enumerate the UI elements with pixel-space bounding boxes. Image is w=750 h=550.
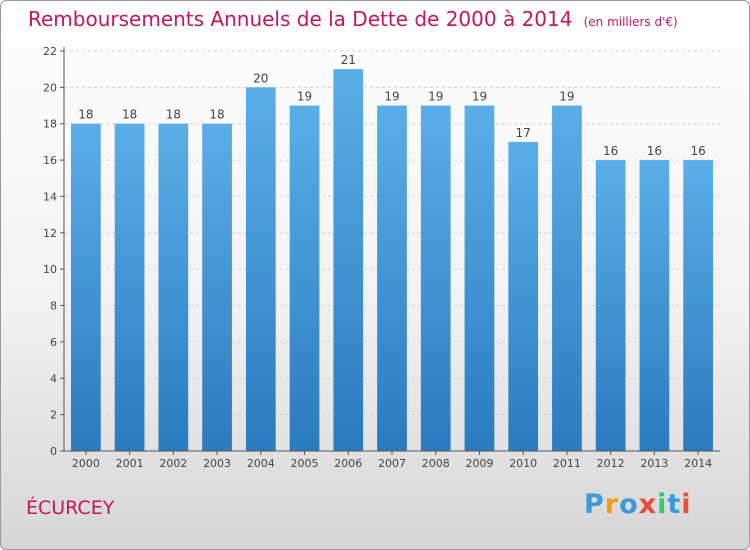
x-tick-label-2007: 2007 <box>378 457 406 470</box>
x-tick-label-2002: 2002 <box>159 457 187 470</box>
bar-2002 <box>158 123 189 452</box>
x-tick-label-2004: 2004 <box>247 457 275 470</box>
y-tick-label: 2 <box>50 409 57 422</box>
x-tick-label-2001: 2001 <box>116 457 144 470</box>
y-tick-label: 16 <box>43 154 57 167</box>
bar-2009 <box>464 105 495 451</box>
bar-2005 <box>289 105 320 451</box>
bar-2003 <box>202 123 232 452</box>
bar-2012 <box>595 160 626 451</box>
data-labels: 18 18 18 18 20 19 21 19 19 19 17 19 16 16 16 <box>78 53 706 158</box>
logo-letter: o <box>619 489 639 520</box>
data-label-2002: 18 <box>166 108 181 122</box>
x-tick-label-2000: 2000 <box>72 457 100 470</box>
bar-2001 <box>114 123 145 452</box>
y-tick-label: 0 <box>50 445 57 458</box>
bar-2007 <box>377 105 407 451</box>
y-tick-label: 18 <box>43 118 57 131</box>
x-tick-label-2012: 2012 <box>597 457 625 470</box>
data-label-2000: 18 <box>78 108 93 122</box>
x-tick-label-2006: 2006 <box>334 457 362 470</box>
logo-letter: P <box>584 489 605 520</box>
data-label-2010: 17 <box>516 126 531 140</box>
chart-unit-label: (en milliers d'€) <box>583 15 678 29</box>
data-label-2008: 19 <box>428 90 443 104</box>
data-label-2009: 19 <box>472 90 487 104</box>
data-label-2011: 19 <box>559 90 574 104</box>
y-tick-label: 12 <box>43 227 57 240</box>
data-label-2014: 16 <box>690 144 705 158</box>
data-label-2004: 20 <box>253 71 268 85</box>
y-tick-label: 10 <box>43 263 57 276</box>
data-label-2001: 18 <box>122 108 137 122</box>
y-tick-label: 20 <box>43 81 57 94</box>
proxiti-logo: Proxiti <box>584 489 692 520</box>
x-tick-label-2008: 2008 <box>422 457 450 470</box>
data-label-2013: 16 <box>647 144 662 158</box>
data-label-2012: 16 <box>603 144 618 158</box>
y-tick-label: 6 <box>50 336 57 349</box>
logo-letter: x <box>638 489 658 520</box>
x-tick-label-2005: 2005 <box>291 457 319 470</box>
x-tick-label-2014: 2014 <box>684 457 712 470</box>
data-label-2005: 19 <box>297 90 312 104</box>
bars <box>70 69 714 452</box>
logo-letter: i <box>681 489 692 520</box>
commune-name: ÉCURCEY <box>26 497 115 519</box>
x-tick-label-2013: 2013 <box>640 457 668 470</box>
bar-2011 <box>552 105 582 451</box>
bar-2010 <box>508 141 539 451</box>
data-label-2006: 21 <box>341 53 356 67</box>
y-tick-label: 14 <box>43 190 57 203</box>
axes: 0 2 4 6 8 10 12 14 16 18 20 22 2000 2001 2002 2003 2004 2… <box>43 45 720 470</box>
logo-letter: i <box>657 489 668 520</box>
x-tick-label-2011: 2011 <box>553 457 581 470</box>
bar-2000 <box>70 123 101 452</box>
chart-title-text: Remboursements Annuels de la Dette de 20… <box>28 7 573 31</box>
bar-2004 <box>245 87 276 451</box>
x-tick-label-2009: 2009 <box>465 457 493 470</box>
chart-title: Remboursements Annuels de la Dette de 20… <box>28 7 678 31</box>
y-tick-label: 8 <box>50 300 57 313</box>
bar-2008 <box>420 105 451 451</box>
logo-letter: r <box>604 489 620 520</box>
x-tick-label-2003: 2003 <box>203 457 231 470</box>
logo-letter: t <box>667 489 682 520</box>
bar-2014 <box>683 160 714 451</box>
data-label-2007: 19 <box>384 90 399 104</box>
bar-2006 <box>333 69 364 451</box>
bar-2013 <box>639 160 670 451</box>
y-tick-label: 22 <box>43 45 57 58</box>
y-tick-label: 4 <box>50 372 57 385</box>
x-tick-label-2010: 2010 <box>509 457 537 470</box>
data-label-2003: 18 <box>209 108 224 122</box>
